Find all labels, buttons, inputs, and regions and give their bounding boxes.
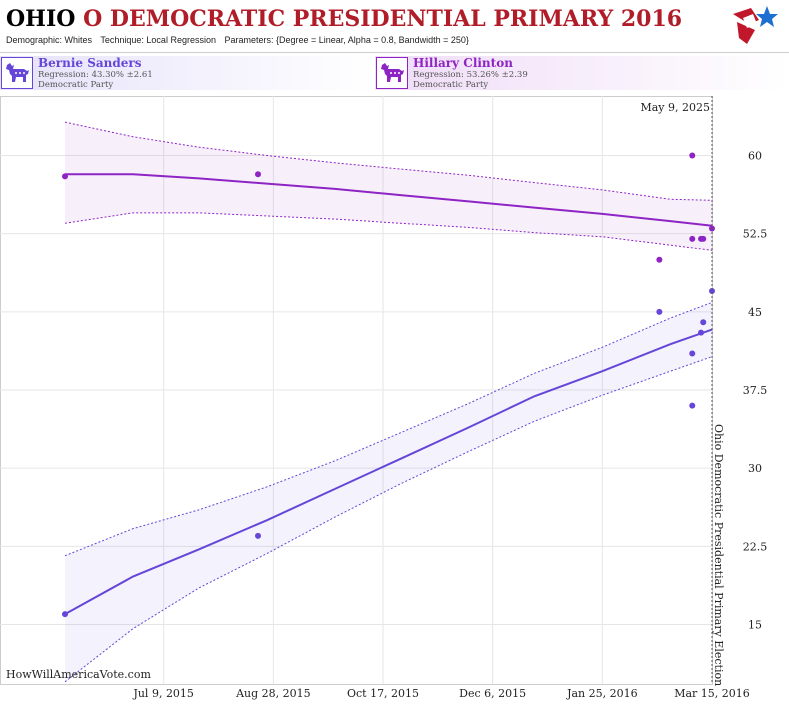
trend-line <box>65 173 713 227</box>
data-point <box>698 329 705 336</box>
x-tick-label: Jan 25, 2016 <box>566 687 638 700</box>
y-tick-label: 15 <box>748 619 762 632</box>
candidate-party: Democratic Party <box>38 80 114 90</box>
candidate-bernie-panel[interactable]: Bernie Sanders Regression: 43.30% ±2.61 … <box>0 56 376 90</box>
technique-label: Technique: Local Regression <box>100 35 216 45</box>
parameters-line: Demographic: Whites Technique: Local Reg… <box>6 35 475 45</box>
candidate-hillary-panel[interactable]: Hillary Clinton Regression: 53.26% ±2.39… <box>375 56 789 90</box>
data-point <box>689 152 696 159</box>
candidate-regression: Regression: 43.30% ±2.61 <box>38 70 153 80</box>
site-logo-icon[interactable] <box>729 4 779 48</box>
data-point <box>709 287 715 294</box>
watermark-text: HowWillAmericaVote.com <box>6 668 151 681</box>
candidate-party: Democratic Party <box>413 80 489 90</box>
confidence-band <box>65 302 712 682</box>
header: OHIO O DEMOCRATIC PRESIDENTIAL PRIMARY 2… <box>0 0 789 53</box>
data-point <box>656 256 663 263</box>
data-point <box>689 235 696 242</box>
confidence-band <box>65 122 712 251</box>
demographic-label: Demographic: Whites <box>6 35 93 45</box>
candidate-name: Bernie Sanders <box>38 56 142 70</box>
donkey-icon <box>1 57 33 89</box>
candidate-name: Hillary Clinton <box>413 56 513 70</box>
trend-line <box>64 328 713 615</box>
data-point <box>689 350 696 357</box>
x-tick-label: Oct 17, 2015 <box>347 687 419 700</box>
x-tick-label: Mar 15, 2016 <box>674 687 750 700</box>
data-point <box>700 319 707 326</box>
x-tick-label: Aug 28, 2015 <box>235 687 311 700</box>
y-tick-label: 22.5 <box>743 540 768 553</box>
x-tick-label: Dec 6, 2015 <box>459 687 526 700</box>
parameters-label: Parameters: {Degree = Linear, Alpha = 0.… <box>224 35 469 45</box>
y-tick-label: 60 <box>748 150 762 163</box>
lower-bound-line <box>64 212 713 251</box>
page-title: OHIO O DEMOCRATIC PRESIDENTIAL PRIMARY 2… <box>6 6 682 32</box>
data-point <box>700 235 707 242</box>
y-tick-label: 45 <box>748 306 762 319</box>
election-label: Ohio Democratic Presidential Primary Ele… <box>712 424 725 686</box>
data-point <box>255 532 262 539</box>
lower-bound-line <box>64 356 713 683</box>
data-point <box>62 173 68 180</box>
y-tick-label: 52.5 <box>743 228 768 241</box>
data-point <box>255 171 262 178</box>
data-point <box>656 308 663 315</box>
current-date-label: May 9, 2025 <box>640 101 710 114</box>
upper-bound-line <box>64 301 713 557</box>
upper-bound-line <box>64 121 713 201</box>
state-name: OHIO <box>6 6 76 32</box>
x-tick-label: Jul 9, 2015 <box>132 687 194 700</box>
y-tick-label: 37.5 <box>743 384 768 397</box>
donkey-icon <box>376 57 408 89</box>
y-tick-label: 30 <box>748 462 762 475</box>
data-point <box>689 402 696 409</box>
candidate-regression: Regression: 53.26% ±2.39 <box>413 70 528 80</box>
data-point <box>62 611 68 618</box>
title-rest: O DEMOCRATIC PRESIDENTIAL PRIMARY 2016 <box>75 6 683 32</box>
